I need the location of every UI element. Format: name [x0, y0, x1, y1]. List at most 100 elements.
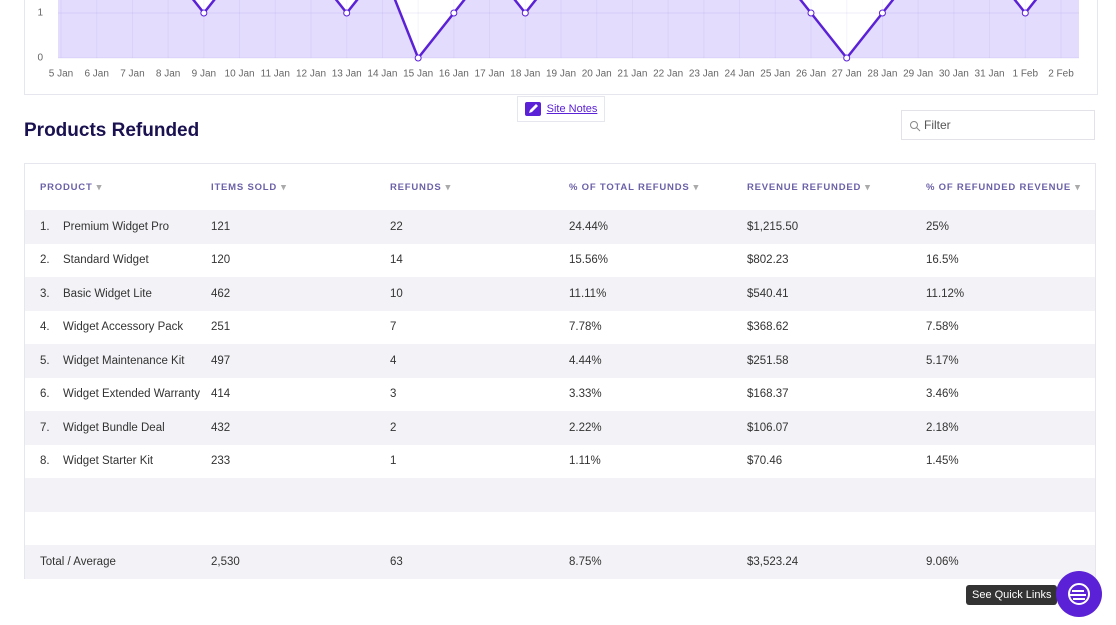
cell: 7.78% — [569, 321, 602, 334]
site-notes-button[interactable]: Site Notes — [517, 96, 605, 122]
site-notes-link[interactable]: Site Notes — [546, 103, 598, 115]
x-tick-label: 12 Jan — [296, 69, 326, 80]
product-name: Widget Bundle Deal — [63, 421, 165, 434]
point — [807, 9, 815, 17]
x-tick-label: 27 Jan — [832, 69, 862, 80]
header-row: PRODUCT ▾ ITEMS SOLD ▾ REFUNDS ▾% OF TOTAL… — [25, 164, 1095, 210]
point — [878, 9, 886, 17]
x-tick-label: 17 Jan — [475, 69, 505, 80]
point — [200, 9, 208, 17]
column-header[interactable]: REFUNDS ▾ — [390, 164, 451, 210]
column-header[interactable]: % OF REFUNDED REVENUE ▾ — [926, 164, 1081, 210]
cell: 16.5% — [926, 254, 959, 267]
rank: 6. — [40, 388, 50, 401]
rank: 5. — [40, 354, 50, 367]
sort-arrow: ▾ — [865, 181, 871, 193]
cell: 4 — [390, 354, 397, 367]
rank: 7. — [40, 421, 50, 434]
point — [414, 54, 422, 62]
cell: 14 — [390, 254, 403, 267]
x-tick-label: 25 Jan — [760, 69, 790, 80]
cell: 22 — [390, 220, 403, 233]
quick-links-button[interactable] — [1056, 571, 1102, 617]
header-text: REFUNDS — [390, 181, 442, 193]
column-header[interactable]: REVENUE REFUNDED ▾ — [747, 164, 871, 210]
x-tick-label: 11 Jan — [261, 69, 290, 80]
header-text: PRODUCT — [40, 181, 93, 193]
column-header[interactable]: % OF TOTAL REFUNDS ▾ — [569, 164, 699, 210]
quick-links-tooltip: See Quick Links — [966, 585, 1058, 605]
section-title: Products Refunded — [24, 120, 200, 141]
cell: 10 — [390, 287, 403, 300]
cell: $540.41 — [747, 287, 789, 300]
header-text: % OF REFUNDED REVENUE — [926, 181, 1072, 193]
x-tick-label: 19 Jan — [546, 69, 576, 80]
product-name: Widget Maintenance Kit — [63, 354, 185, 367]
x-tick-label: 21 Jan — [617, 69, 647, 80]
x-tick-label: 20 Jan — [582, 69, 612, 80]
cell: $70.46 — [747, 455, 783, 468]
cell: 3 — [390, 388, 397, 401]
x-tick-label: 7 Jan — [120, 69, 144, 80]
table-row: 4. Widget Accessory Pack 251 7 7.78% $368.62 7… — [25, 310, 1095, 344]
cell: 1 — [390, 455, 397, 468]
x-tick-label: 22 Jan — [653, 69, 683, 80]
x-tick-label: 16 Jan — [439, 69, 469, 80]
x-tick-label: 10 Jan — [225, 69, 255, 80]
cell: 11.11% — [569, 287, 607, 300]
cell: 5.17% — [926, 354, 959, 367]
cell: 251 — [211, 321, 231, 334]
rank: 4. — [40, 321, 50, 334]
sort-arrow: ▾ — [693, 181, 700, 193]
cell: 432 — [211, 421, 231, 434]
note-icon — [524, 102, 541, 116]
table-row: 6. Widget Extended Warranty 414 3 3.33% $168.… — [25, 377, 1095, 411]
x-tick-label: 1 Feb — [1012, 69, 1038, 80]
x-tick-label: 23 Jan — [689, 69, 719, 80]
cell: 1.11% — [569, 455, 601, 468]
refunds-table: PRODUCT ▾ ITEMS SOLD ▾ REFUNDS ▾% OF TOTAL… — [24, 163, 1096, 579]
x-tick-label: 18 Jan — [510, 69, 540, 80]
quick-links-icon — [1068, 583, 1090, 605]
point — [1021, 9, 1029, 17]
cell: 414 — [211, 388, 231, 401]
header-text: ITEMS SOLD — [211, 181, 278, 193]
x-tick-label: 8 Jan — [156, 69, 180, 80]
y-tick-label: 0 — [37, 53, 43, 64]
sort-arrow: ▾ — [1075, 181, 1081, 193]
cell: 2.18% — [926, 421, 959, 434]
point — [450, 9, 458, 17]
point — [843, 54, 851, 62]
cell: 3.33% — [569, 388, 602, 401]
cell: 11.12% — [926, 287, 965, 300]
cell: 24.44% — [569, 220, 609, 233]
table-row: 5. Widget Maintenance Kit 497 4 4.44% $251.58… — [25, 344, 1095, 378]
area — [58, 0, 1079, 58]
y-tick-label: 1 — [37, 8, 43, 19]
product-name: Basic Widget Lite — [63, 287, 152, 300]
product-name: Widget Accessory Pack — [63, 321, 184, 334]
x-tick-label: 9 Jan — [192, 69, 216, 80]
cell: 15.56% — [569, 254, 609, 267]
table-row: 1. Premium Widget Pro 121 22 24.44% $1,215.50… — [25, 210, 1095, 244]
table-row: 8. Widget Starter Kit 233 1 1.11% $70.46 1.45% — [25, 444, 1095, 478]
rank: 2. — [40, 254, 50, 267]
rank: 8. — [40, 455, 50, 468]
point — [343, 9, 351, 17]
product-name: Standard Widget — [63, 254, 149, 267]
total-cell: 9.06% — [926, 555, 959, 568]
cell: 121 — [211, 220, 231, 233]
column-header[interactable]: PRODUCT ▾ — [40, 164, 102, 210]
sort-arrow: ▾ — [445, 181, 452, 193]
product-name: Widget Starter Kit — [63, 455, 154, 468]
table-row: 2. Standard Widget 120 14 15.56% $802.23 16.5% — [25, 243, 1095, 277]
cell: 7.58% — [926, 321, 959, 334]
point — [521, 9, 529, 17]
x-tick-label: 14 Jan — [367, 69, 397, 80]
filter-input[interactable]: Filter — [901, 110, 1095, 140]
column-header[interactable]: ITEMS SOLD ▾ — [211, 164, 287, 210]
chart: 5 Jan 6 Jan 7 Jan 8 Jan 9 Jan 10 Jan 11 Jan 12 … — [37, 0, 1079, 80]
product-name: Premium Widget Pro — [63, 220, 170, 233]
rank: 3. — [40, 287, 50, 300]
cell: 462 — [211, 287, 231, 300]
